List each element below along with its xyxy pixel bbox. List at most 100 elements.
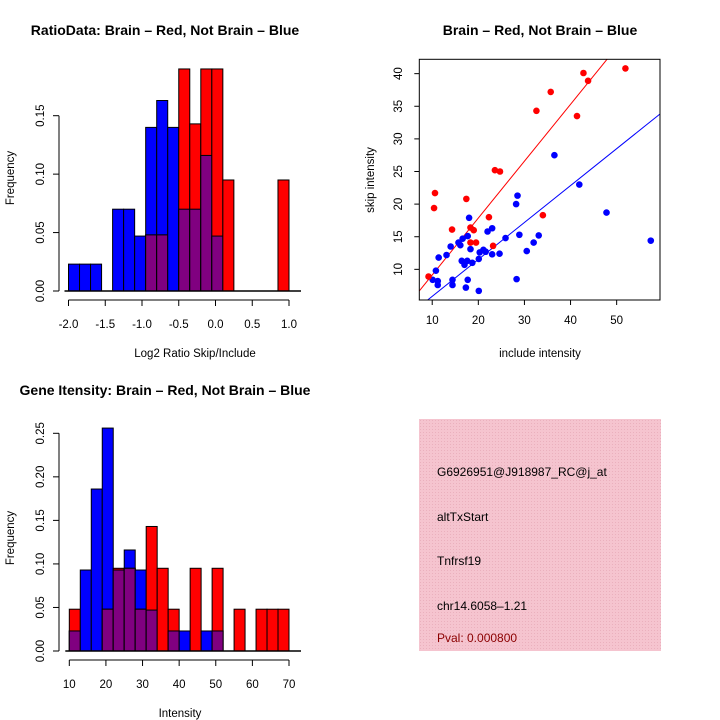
point-not-brain bbox=[459, 235, 466, 242]
bar-brain bbox=[266, 608, 279, 652]
point-not-brain bbox=[467, 245, 474, 253]
point-not-brain bbox=[469, 259, 476, 267]
bar-brain bbox=[277, 179, 290, 292]
point-brain bbox=[485, 213, 493, 221]
point-not-brain bbox=[443, 251, 450, 259]
x-tick-label: 10 bbox=[426, 315, 439, 327]
info-box: G6926951@J918987_RC@j_at altTxStart Tnfr… bbox=[419, 419, 661, 651]
point-not-brain bbox=[535, 232, 543, 239]
bar-not-brain bbox=[167, 126, 180, 292]
bar-overlap bbox=[178, 208, 191, 292]
point-not-brain bbox=[516, 231, 523, 239]
bar-overlap bbox=[145, 234, 158, 292]
point-not-brain bbox=[475, 255, 483, 263]
x-tick-label: -0.5 bbox=[169, 319, 189, 331]
bar-overlap bbox=[156, 234, 169, 292]
point-brain bbox=[547, 88, 555, 96]
x-tick-label: -1.5 bbox=[95, 319, 115, 331]
y-tick-label: 0.00 bbox=[35, 640, 47, 662]
point-not-brain bbox=[496, 250, 503, 257]
bar-overlap bbox=[167, 630, 180, 652]
point-brain bbox=[496, 168, 504, 175]
point-brain bbox=[470, 226, 478, 234]
bar-not-brain bbox=[79, 569, 92, 652]
point-not-brain bbox=[432, 267, 440, 274]
y-tick-label: 10 bbox=[393, 263, 405, 276]
x-tick-label: 30 bbox=[136, 679, 149, 691]
info-box-background bbox=[419, 419, 661, 651]
bar-overlap bbox=[211, 630, 224, 652]
point-brain bbox=[491, 166, 499, 174]
bar-overlap bbox=[123, 567, 136, 652]
info-probe-id: G6926951@J918987_RC@j_at bbox=[437, 465, 607, 479]
bar-not-brain bbox=[79, 263, 92, 292]
x-tick-label: 50 bbox=[209, 679, 222, 691]
point-not-brain bbox=[475, 287, 483, 295]
x-tick-label: 20 bbox=[100, 679, 113, 691]
point-not-brain bbox=[449, 281, 456, 289]
bar-overlap bbox=[112, 569, 125, 652]
point-not-brain bbox=[457, 241, 464, 249]
bar-overlap bbox=[134, 608, 147, 652]
bar-not-brain bbox=[200, 630, 213, 652]
y-tick-label: 25 bbox=[393, 165, 405, 178]
x-tick-label: 50 bbox=[610, 315, 623, 327]
info-pval: Pval: 0.000800 bbox=[437, 631, 517, 645]
point-brain bbox=[622, 65, 629, 72]
y-tick-label: 0.25 bbox=[35, 422, 47, 444]
intensity-histogram: 0.00 0.05 0.10 0.15 0.20 0.25 10 20 30 40 50 60 70 bbox=[35, 422, 301, 691]
point-not-brain bbox=[464, 276, 472, 284]
point-not-brain bbox=[484, 228, 491, 235]
y-tick-label: 0.10 bbox=[35, 553, 47, 575]
point-not-brain bbox=[488, 224, 496, 232]
intensity-histogram-ylabel: Frequency bbox=[5, 511, 17, 566]
bar-overlap bbox=[211, 235, 224, 292]
bar-not-brain bbox=[134, 235, 147, 292]
x-tick-label: 0.5 bbox=[244, 319, 260, 331]
x-tick-label: 1.0 bbox=[281, 319, 297, 331]
point-brain bbox=[584, 77, 592, 85]
bar-overlap bbox=[145, 609, 158, 652]
point-not-brain bbox=[447, 243, 454, 250]
point-brain bbox=[425, 273, 432, 280]
point-not-brain bbox=[513, 275, 520, 283]
bar-brain bbox=[233, 608, 246, 652]
point-brain bbox=[489, 242, 497, 250]
point-brain bbox=[573, 112, 581, 120]
point-not-brain bbox=[523, 247, 531, 255]
y-tick-label: 0.15 bbox=[35, 105, 47, 127]
y-tick-label: 0.05 bbox=[35, 221, 47, 243]
point-not-brain bbox=[434, 281, 442, 289]
y-tick-label: 35 bbox=[393, 100, 405, 113]
point-brain bbox=[533, 107, 540, 115]
y-tick-label: 15 bbox=[393, 230, 405, 243]
point-brain bbox=[467, 239, 474, 246]
x-tick-label: 40 bbox=[564, 315, 577, 327]
bar-brain bbox=[189, 567, 202, 652]
point-brain bbox=[448, 226, 456, 233]
scatter-xlabel: include intensity bbox=[499, 348, 581, 360]
bar-overlap bbox=[101, 608, 114, 652]
bar-not-brain bbox=[112, 208, 125, 292]
point-not-brain bbox=[462, 284, 470, 291]
point-not-brain bbox=[502, 234, 509, 242]
point-not-brain bbox=[647, 237, 655, 244]
point-brain bbox=[472, 239, 480, 246]
y-tick-label: 0.00 bbox=[35, 280, 47, 302]
point-not-brain bbox=[463, 257, 471, 265]
x-tick-label: 10 bbox=[63, 679, 76, 691]
info-event-type: altTxStart bbox=[437, 510, 489, 524]
x-tick-label: 20 bbox=[472, 315, 485, 327]
y-tick-label: 0.15 bbox=[35, 509, 47, 531]
point-not-brain bbox=[514, 192, 521, 199]
bar-brain bbox=[222, 179, 235, 292]
bar-overlap bbox=[200, 154, 213, 292]
bar-not-brain bbox=[123, 208, 136, 292]
y-tick-label: 0.05 bbox=[35, 596, 47, 618]
x-tick-label: 0.0 bbox=[208, 319, 224, 331]
y-tick-label: 0.20 bbox=[35, 466, 47, 488]
point-not-brain bbox=[603, 209, 610, 216]
point-not-brain bbox=[551, 151, 558, 159]
bar-brain bbox=[277, 608, 290, 652]
